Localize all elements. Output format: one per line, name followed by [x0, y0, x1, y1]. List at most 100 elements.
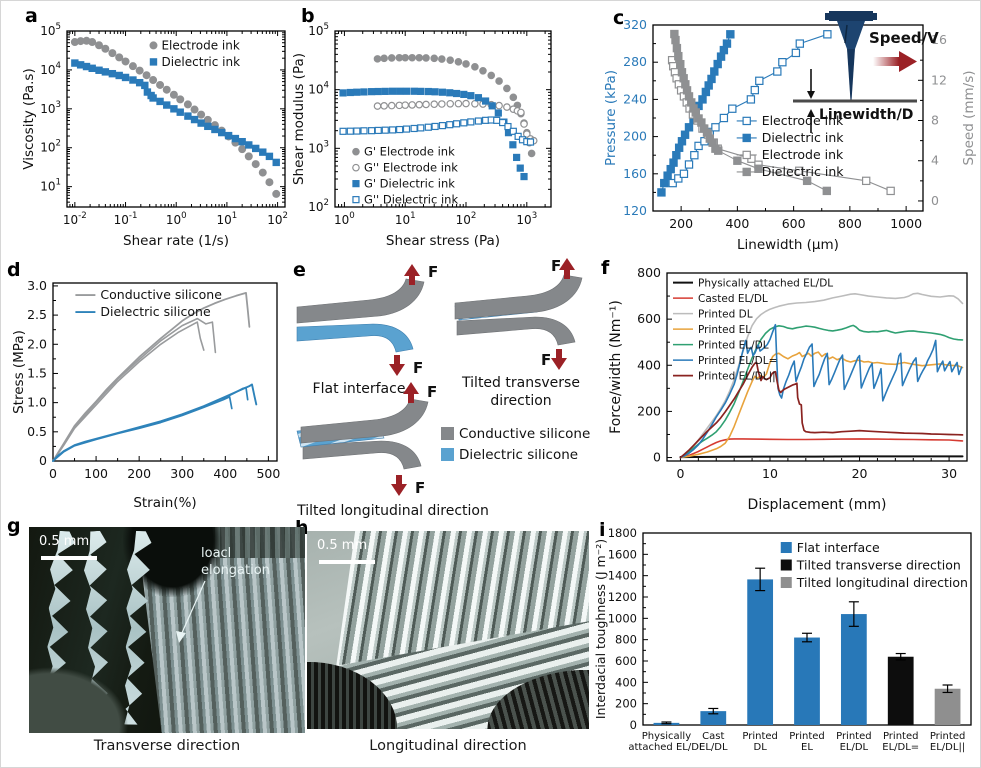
svg-text:800: 800	[615, 633, 637, 647]
svg-text:1.5: 1.5	[27, 365, 47, 380]
svg-text:Cast: Cast	[702, 731, 724, 742]
svg-text:103: 103	[308, 139, 329, 155]
force-down-arrow-icon	[391, 475, 407, 496]
svg-text:Printed DL: Printed DL	[698, 309, 753, 321]
chart-interfacial-toughness: 0 200 400 600 800 1000 1200 1400 1600 1800Interda…	[593, 526, 972, 753]
conductive-silicone-label: Conductive silicone	[459, 426, 590, 442]
svg-text:G' Electrode ink: G' Electrode ink	[364, 145, 455, 159]
svg-text:120: 120	[623, 203, 647, 218]
svg-text:240: 240	[623, 91, 647, 106]
tilted-transverse-caption-1: Tilted transverse	[461, 375, 580, 391]
svg-text:320: 320	[623, 17, 647, 32]
svg-text:400: 400	[213, 466, 237, 481]
svg-text:100: 100	[334, 211, 355, 227]
svg-text:160: 160	[623, 166, 647, 181]
force-label: F	[427, 383, 437, 401]
tilted-transverse-caption-2: direction	[490, 393, 551, 409]
dielectric-silicone-swatch	[441, 448, 454, 461]
speed-label: Speed/V	[869, 29, 939, 47]
longitudinal-direction-caption: Longitudinal direction	[369, 738, 527, 754]
svg-text:102: 102	[40, 139, 61, 155]
svg-text:10: 10	[762, 466, 778, 481]
annotation-text-1: loacl	[201, 546, 231, 561]
svg-text:Tilted longitudinal direction: Tilted longitudinal direction	[796, 575, 968, 590]
svg-text:attached EL/DL: attached EL/DL	[628, 742, 705, 753]
svg-text:EL: EL	[801, 742, 813, 753]
svg-text:1.0: 1.0	[27, 395, 47, 410]
panel-label-a: a	[25, 5, 38, 27]
svg-text:1000: 1000	[890, 216, 922, 231]
svg-text:400: 400	[615, 675, 637, 689]
conductive-silicone-swatch	[441, 427, 454, 440]
svg-text:0: 0	[630, 718, 637, 732]
svg-text:Printed: Printed	[883, 731, 919, 742]
panel-label-g: g	[7, 515, 21, 537]
force-up-arrow-icon	[559, 258, 575, 279]
panel-label-d: d	[7, 259, 21, 281]
speed-arrow-icon	[873, 51, 917, 72]
svg-text:Electrode ink: Electrode ink	[762, 147, 844, 162]
panel-label-e: e	[293, 259, 306, 281]
svg-text:102: 102	[267, 211, 288, 227]
svg-text:600: 600	[615, 654, 637, 668]
svg-text:200: 200	[615, 697, 637, 711]
svg-text:0: 0	[676, 466, 684, 481]
chart-shear-modulus: 100 101 102 103 102 103 104 105 Shear stress (Pa…	[291, 22, 552, 249]
panel-label-f: f	[601, 257, 610, 279]
svg-text:Printed EL/DL=: Printed EL/DL=	[698, 355, 777, 367]
svg-text:104: 104	[40, 61, 61, 77]
svg-text:G'' Dielectric ink: G'' Dielectric ink	[364, 193, 459, 207]
svg-text:Dielectric silicone: Dielectric silicone	[100, 304, 211, 319]
svg-text:Interdacial toughness (J m⁻²): Interdacial toughness (J m⁻²)	[593, 539, 608, 719]
svg-text:102: 102	[308, 198, 329, 214]
svg-text:Dielectric ink: Dielectric ink	[762, 130, 845, 145]
tilted-longitudinal-caption: Tilted longitudinal direction	[296, 503, 489, 519]
scale-bar	[319, 560, 375, 564]
chart-viscosity-shear-rate: 10-2 10-1 100 101 102 101 102 103 104 105 Shear ra…	[21, 22, 288, 249]
force-up-arrow-icon	[404, 264, 420, 285]
svg-text:101: 101	[217, 211, 238, 227]
svg-text:1200: 1200	[608, 590, 637, 604]
force-label: F	[428, 263, 438, 281]
flat-interface-diagram: F F Flat interface	[296, 263, 438, 397]
svg-text:280: 280	[623, 54, 647, 69]
nozzle-inset: Speed/V Linewidth/D	[793, 11, 939, 133]
transverse-direction-caption: Transverse direction	[93, 738, 241, 754]
svg-text:Shear modulus (Pa): Shear modulus (Pa)	[291, 53, 307, 185]
scale-bar-label: 0.5 mm	[39, 534, 90, 549]
svg-text:Printed EL: Printed EL	[698, 324, 751, 336]
panel-label-c: c	[613, 7, 625, 29]
svg-text:EL/DL: EL/DL	[699, 742, 728, 753]
svg-text:300: 300	[170, 466, 194, 481]
force-down-arrow-icon	[551, 349, 567, 370]
svg-text:Pressure (kPa): Pressure (kPa)	[603, 70, 619, 166]
svg-text:1000: 1000	[608, 611, 637, 625]
svg-text:Casted EL/DL: Casted EL/DL	[698, 293, 768, 305]
tilted-longitudinal-diagram: F F Tilted longitudinal direction	[296, 382, 489, 519]
photo-transverse-direction: 0.5 mm loacl elongation	[29, 527, 305, 733]
force-label: F	[541, 351, 551, 369]
svg-text:1800: 1800	[608, 526, 637, 540]
svg-text:Strain(%): Strain(%)	[133, 495, 196, 511]
svg-text:Printed: Printed	[742, 731, 778, 742]
linewidth-arrows-icon	[807, 69, 815, 133]
svg-text:30: 30	[941, 466, 957, 481]
svg-text:600: 600	[782, 216, 806, 231]
svg-text:EL/DL||: EL/DL||	[930, 742, 965, 753]
svg-text:102: 102	[456, 211, 477, 227]
panel-label-b: b	[301, 5, 315, 27]
dielectric-silicone-label: Dielectric silicone	[459, 447, 578, 463]
svg-text:Speed (mm/s): Speed (mm/s)	[961, 70, 977, 165]
svg-text:0: 0	[931, 193, 939, 208]
linewidth-label: Linewidth/D	[819, 107, 913, 123]
svg-text:100: 100	[84, 466, 108, 481]
svg-text:Displacement (mm): Displacement (mm)	[748, 497, 887, 513]
svg-text:400: 400	[725, 216, 749, 231]
svg-text:Linewidth (μm): Linewidth (μm)	[737, 237, 839, 253]
nozzle-icon	[825, 11, 877, 101]
svg-text:Shear rate (1/s): Shear rate (1/s)	[123, 233, 229, 249]
svg-text:EL/DL: EL/DL	[840, 742, 869, 753]
svg-text:Conductive silicone: Conductive silicone	[100, 287, 222, 302]
svg-text:Printed: Printed	[930, 731, 966, 742]
